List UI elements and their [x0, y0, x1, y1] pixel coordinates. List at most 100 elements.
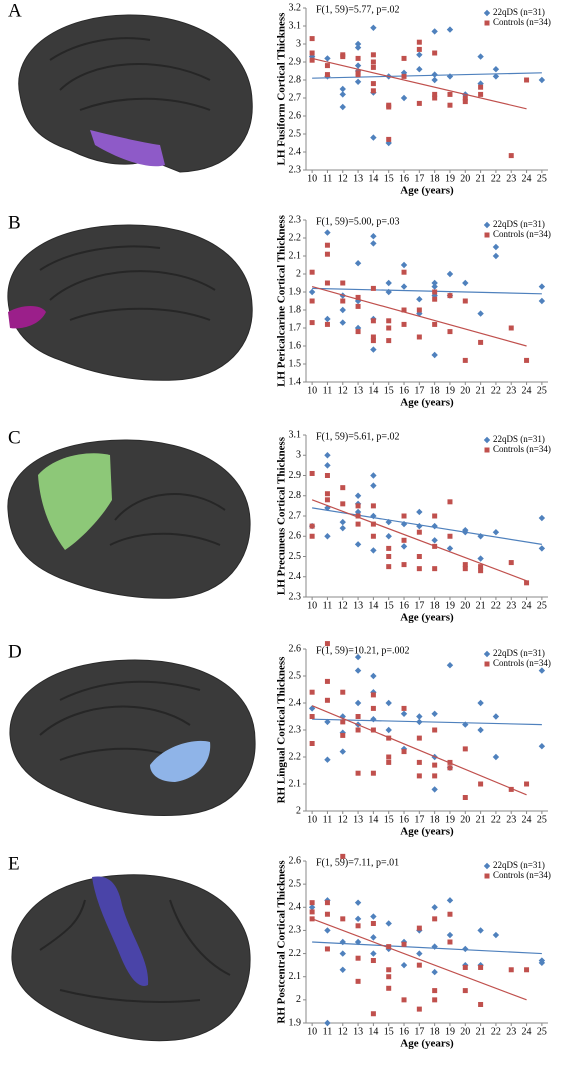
point [477, 555, 484, 562]
x-tick-label: 21 [476, 1026, 486, 1037]
y-tick-label: 2.6 [289, 110, 302, 121]
point [483, 9, 491, 17]
y-tick-label: 2.3 [289, 724, 302, 735]
annotation: F(1, 59)=5.00, p=.03 [316, 216, 400, 227]
point [339, 524, 346, 532]
point [538, 667, 546, 674]
point [401, 307, 407, 313]
point [354, 915, 362, 923]
point [462, 99, 468, 105]
y-tick-label: 2.7 [289, 510, 302, 521]
point [385, 279, 392, 287]
point [355, 294, 361, 300]
point [477, 310, 484, 317]
y-tick-label: 1.6 [289, 340, 302, 351]
point [355, 770, 361, 776]
point [462, 298, 468, 304]
point [478, 964, 484, 970]
point [484, 232, 490, 238]
point [416, 950, 423, 957]
point [416, 296, 423, 303]
point [370, 233, 377, 240]
point [447, 939, 453, 945]
point [324, 927, 331, 934]
point [339, 950, 346, 957]
x-tick-label: 20 [460, 1026, 470, 1037]
x-tick-label: 10 [307, 1026, 317, 1037]
point [339, 85, 346, 93]
point [432, 727, 438, 733]
point [446, 270, 454, 278]
point [431, 522, 438, 530]
point [447, 911, 453, 917]
x-tick-label: 16 [399, 385, 409, 396]
panel-label: D [8, 641, 22, 662]
point [309, 533, 315, 539]
point [484, 661, 490, 667]
point [483, 221, 491, 229]
point [431, 351, 438, 359]
y-tick-label: 2 [296, 805, 301, 816]
x-axis-title: Age (years) [400, 185, 454, 197]
point [416, 508, 423, 516]
point [478, 91, 484, 97]
x-tick-label: 13 [353, 1026, 363, 1037]
y-tick-label: 2.6 [289, 531, 302, 542]
x-tick-label: 19 [445, 600, 455, 611]
point [355, 521, 361, 527]
point [324, 911, 330, 917]
x-tick-label: 25 [537, 385, 547, 396]
point [324, 72, 330, 78]
point [416, 39, 422, 45]
point [508, 153, 514, 159]
x-tick-label: 19 [445, 385, 455, 396]
point [416, 529, 422, 535]
y-axis-title: LH Pericalcarine Cortical Thickness [276, 214, 288, 387]
x-tick-label: 11 [323, 814, 333, 825]
point [386, 985, 392, 991]
point [386, 944, 392, 950]
point [370, 920, 376, 926]
point [340, 485, 346, 491]
point [324, 491, 330, 497]
point [446, 545, 454, 552]
x-tick-label: 21 [476, 814, 486, 825]
point [432, 95, 438, 101]
point [324, 641, 330, 647]
x-axis-title: Age (years) [400, 397, 454, 409]
chart: C 2.3 2.4 2.5 2.6 2.7 2.8 2.9 3 3.1 10 11 12 13 14 15 16… [8, 427, 551, 623]
x-tick-label: 14 [368, 814, 378, 825]
point [354, 699, 362, 707]
x-axis-title: Age (years) [400, 1038, 454, 1050]
region [8, 305, 46, 329]
point [370, 338, 376, 344]
point [431, 283, 438, 290]
point [492, 243, 500, 251]
point [370, 547, 377, 554]
point [324, 242, 330, 248]
x-tick-label: 24 [522, 600, 532, 611]
point [309, 741, 315, 746]
x-tick-label: 23 [506, 385, 516, 396]
point [483, 650, 491, 658]
y-tick-label: 1.4 [289, 376, 302, 387]
point [432, 91, 438, 97]
point [432, 321, 438, 327]
trend-line [311, 705, 527, 796]
x-tick-label: 23 [506, 173, 516, 184]
point [355, 978, 361, 984]
point [309, 36, 315, 42]
point [483, 862, 491, 870]
x-tick-label: 25 [537, 814, 547, 825]
point [324, 678, 330, 684]
point [340, 732, 346, 738]
x-tick-label: 25 [537, 1026, 547, 1037]
point [478, 84, 484, 90]
x-tick-label: 23 [506, 1026, 516, 1037]
brain-e [11, 874, 251, 1042]
point [432, 289, 438, 295]
point [370, 1011, 376, 1017]
point [386, 545, 392, 551]
y-tick-label: 2.2 [289, 232, 302, 243]
point [431, 279, 438, 287]
